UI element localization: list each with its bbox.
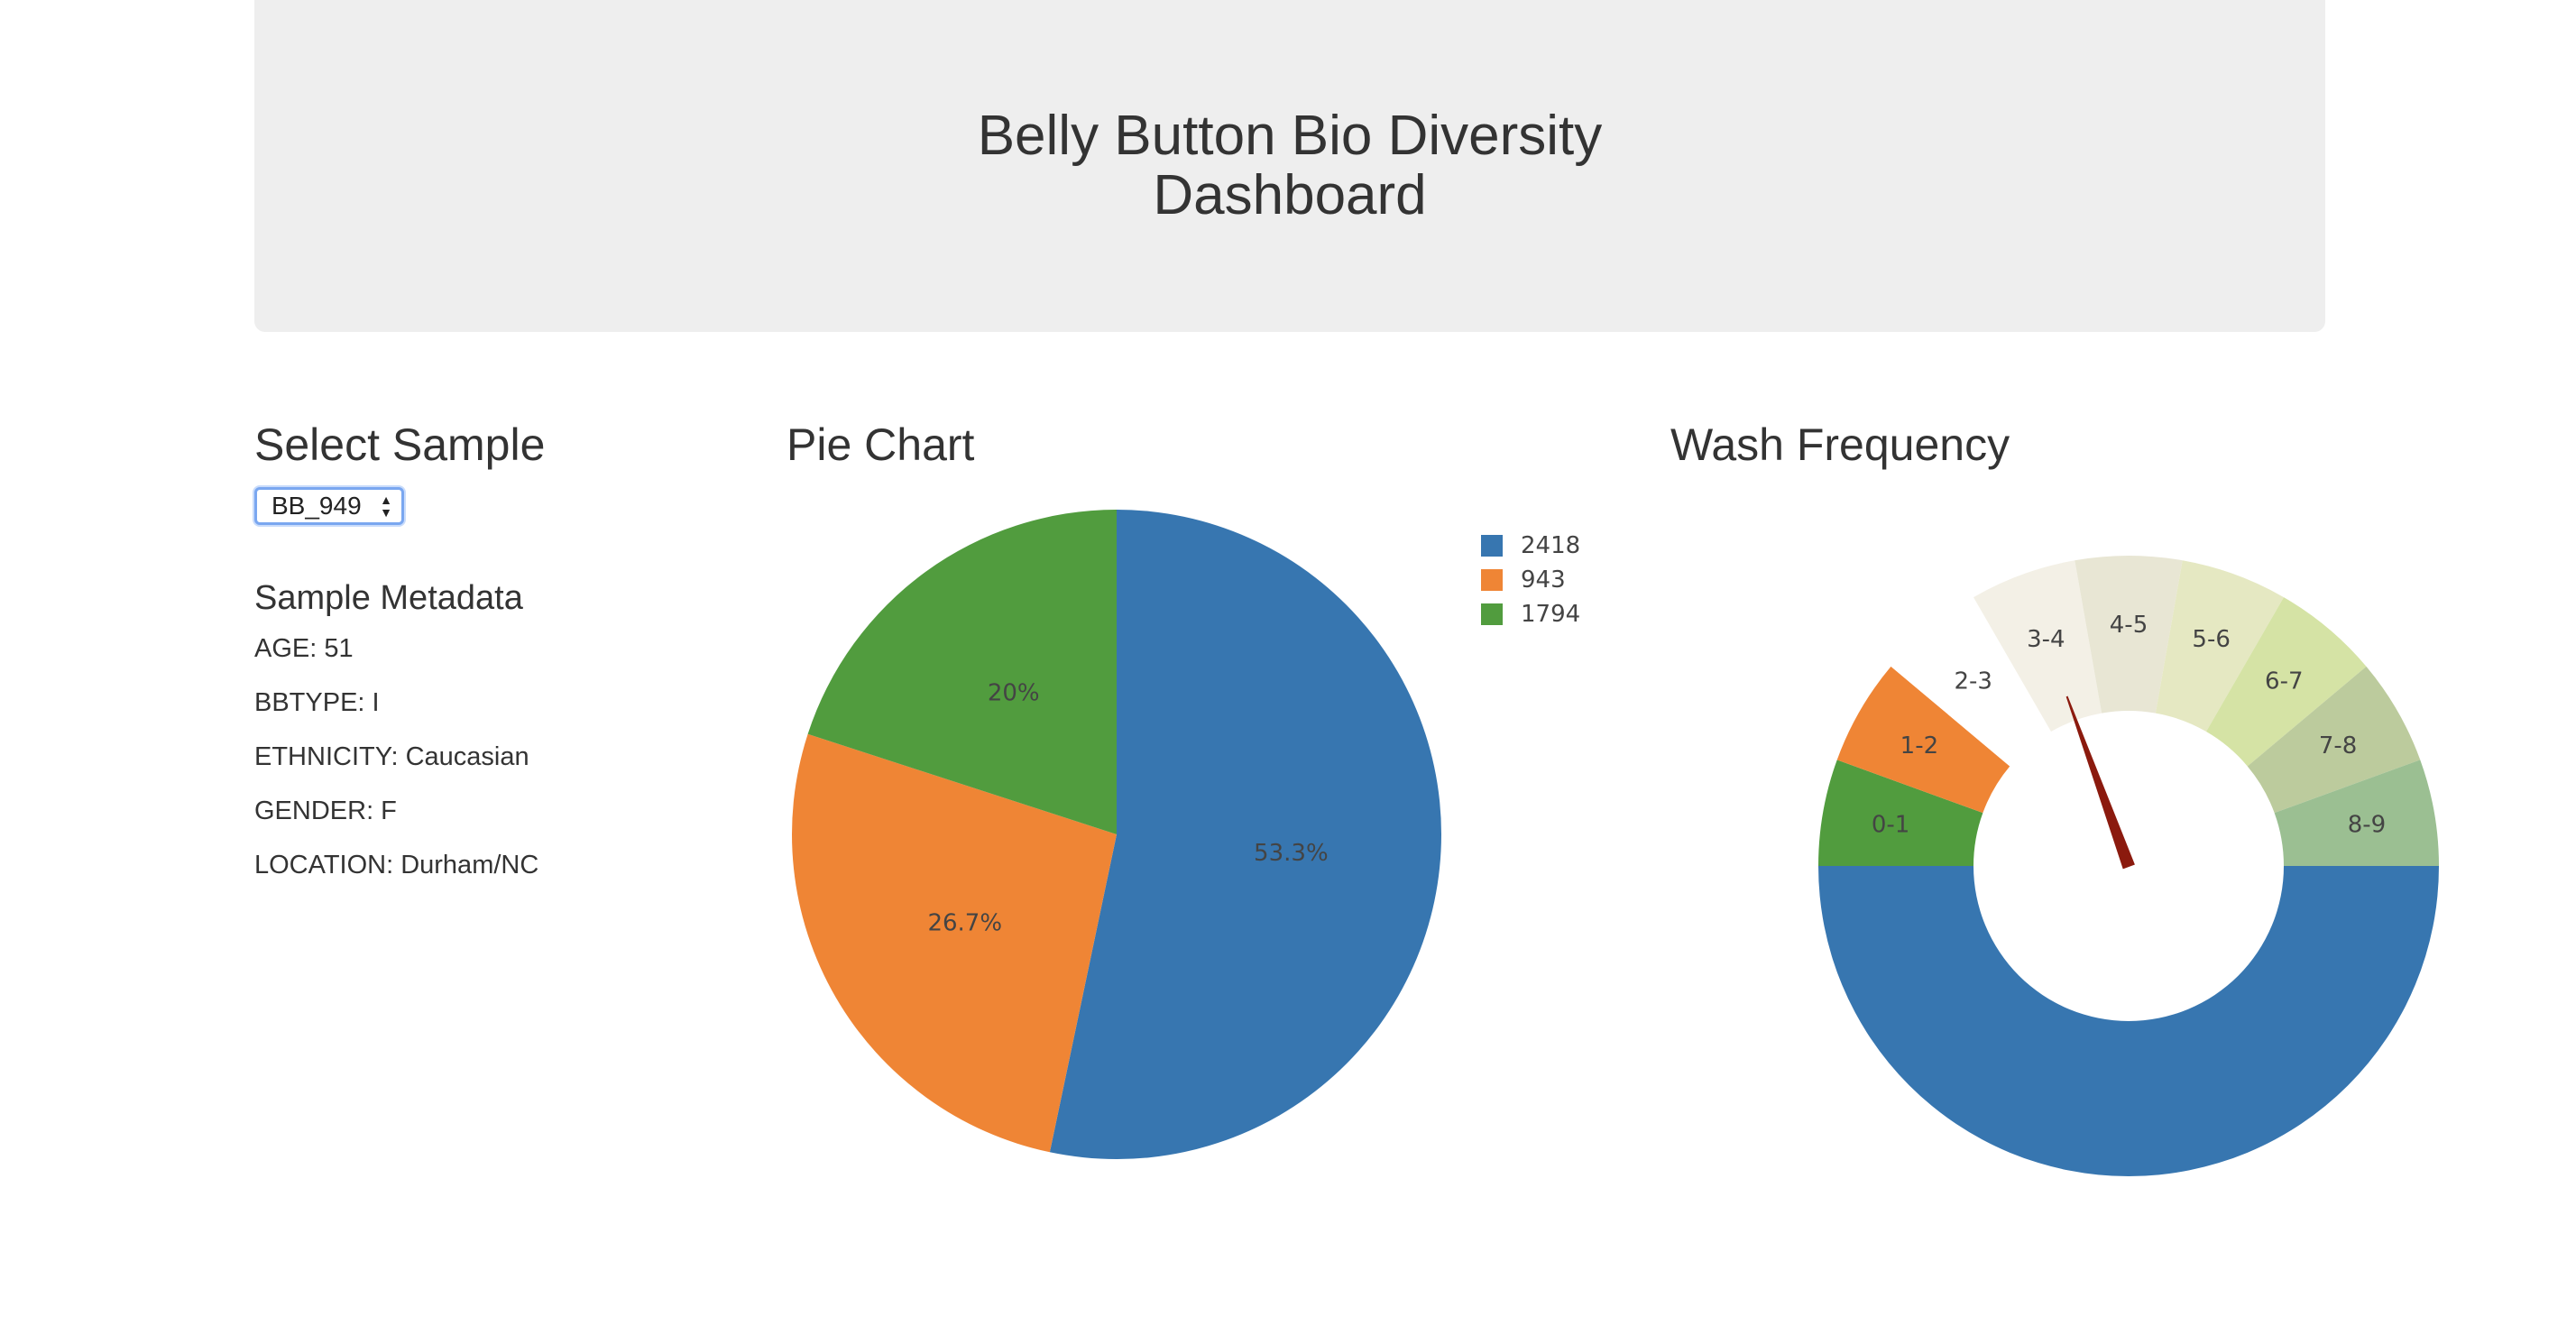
metadata-item: AGE: 51 [254, 634, 354, 663]
gauge-segment-6-7[interactable] [2206, 597, 2367, 767]
sample-select-value: BB_949 [271, 492, 362, 520]
pie-slice-943[interactable] [791, 733, 1117, 1153]
gauge-segment-7-8[interactable] [2247, 666, 2421, 814]
pie-slice-label: 20% [988, 680, 1040, 707]
legend-swatch [1481, 603, 1503, 625]
header-banner: Belly Button Bio Diversity Dashboard [254, 0, 2325, 332]
gauge-segment-label: 0-1 [1872, 811, 1909, 838]
gauge-segment-4-5[interactable] [2075, 556, 2183, 714]
gauge-segment-label: 2-3 [1954, 668, 1992, 695]
gauge-segment-0-1[interactable] [1818, 760, 1983, 866]
gauge-segment-1-2[interactable] [1836, 666, 2010, 814]
gauge-segment-3-4[interactable] [1973, 560, 2102, 732]
sample-select[interactable]: BB_949 ▲ ▼ [254, 487, 404, 525]
pie-slice-1794[interactable] [807, 510, 1117, 834]
select-sample-heading: Select Sample [254, 419, 546, 470]
metadata-item: ETHNICITY: Caucasian [254, 742, 529, 771]
pie-chart-heading: Pie Chart [787, 419, 975, 470]
gauge-segment-label: 8-9 [2348, 811, 2386, 838]
gauge-bottom-half [1818, 866, 2439, 1176]
gauge-segment-8-9[interactable] [2274, 760, 2439, 866]
page-title-line-2: Dashboard [1153, 164, 1427, 226]
metadata-item: LOCATION: Durham/NC [254, 851, 539, 879]
gauge-segment-label: 7-8 [2319, 732, 2357, 760]
legend-label[interactable]: 1794 [1521, 601, 1580, 628]
select-arrows-icon: ▲ ▼ [380, 493, 392, 520]
metadata-item: BBTYPE: I [254, 688, 380, 717]
pie-slice-label: 53.3% [1254, 840, 1329, 867]
gauge-segment-label: 1-2 [1900, 732, 1938, 760]
gauge-segment-label: 4-5 [2110, 612, 2148, 639]
sample-metadata-heading: Sample Metadata [254, 579, 523, 617]
gauge-segment-label: 5-6 [2192, 626, 2230, 653]
gauge-segment-label: 3-4 [2027, 626, 2065, 653]
gauge-needle [2065, 695, 2135, 870]
gauge-segment-5-6[interactable] [2155, 560, 2284, 732]
pie-chart: 53.3% 26.7% 20% 2418 943 1794 [791, 510, 1580, 1159]
legend-swatch [1481, 535, 1503, 557]
wash-frequency-heading: Wash Frequency [1670, 419, 2010, 470]
legend-swatch [1481, 569, 1503, 591]
page-title-line-1: Belly Button Bio Diversity [977, 105, 1603, 167]
legend-label[interactable]: 2418 [1521, 532, 1580, 559]
gauge-segment-2-3[interactable] [1891, 597, 2051, 767]
sample-metadata-list: AGE: 51 BBTYPE: I ETHNICITY: Caucasian G… [254, 633, 538, 904]
gauge-segment-label: 6-7 [2265, 668, 2303, 695]
pie-slice-label: 26.7% [927, 909, 1002, 936]
metadata-item: GENDER: F [254, 797, 397, 825]
wash-frequency-gauge: 0-1 1-2 2-3 3-4 4-5 5-6 6-7 7-8 8-9 [1818, 556, 2439, 1176]
legend-label[interactable]: 943 [1521, 566, 1566, 594]
pie-slice-2418[interactable] [1049, 510, 1441, 1159]
